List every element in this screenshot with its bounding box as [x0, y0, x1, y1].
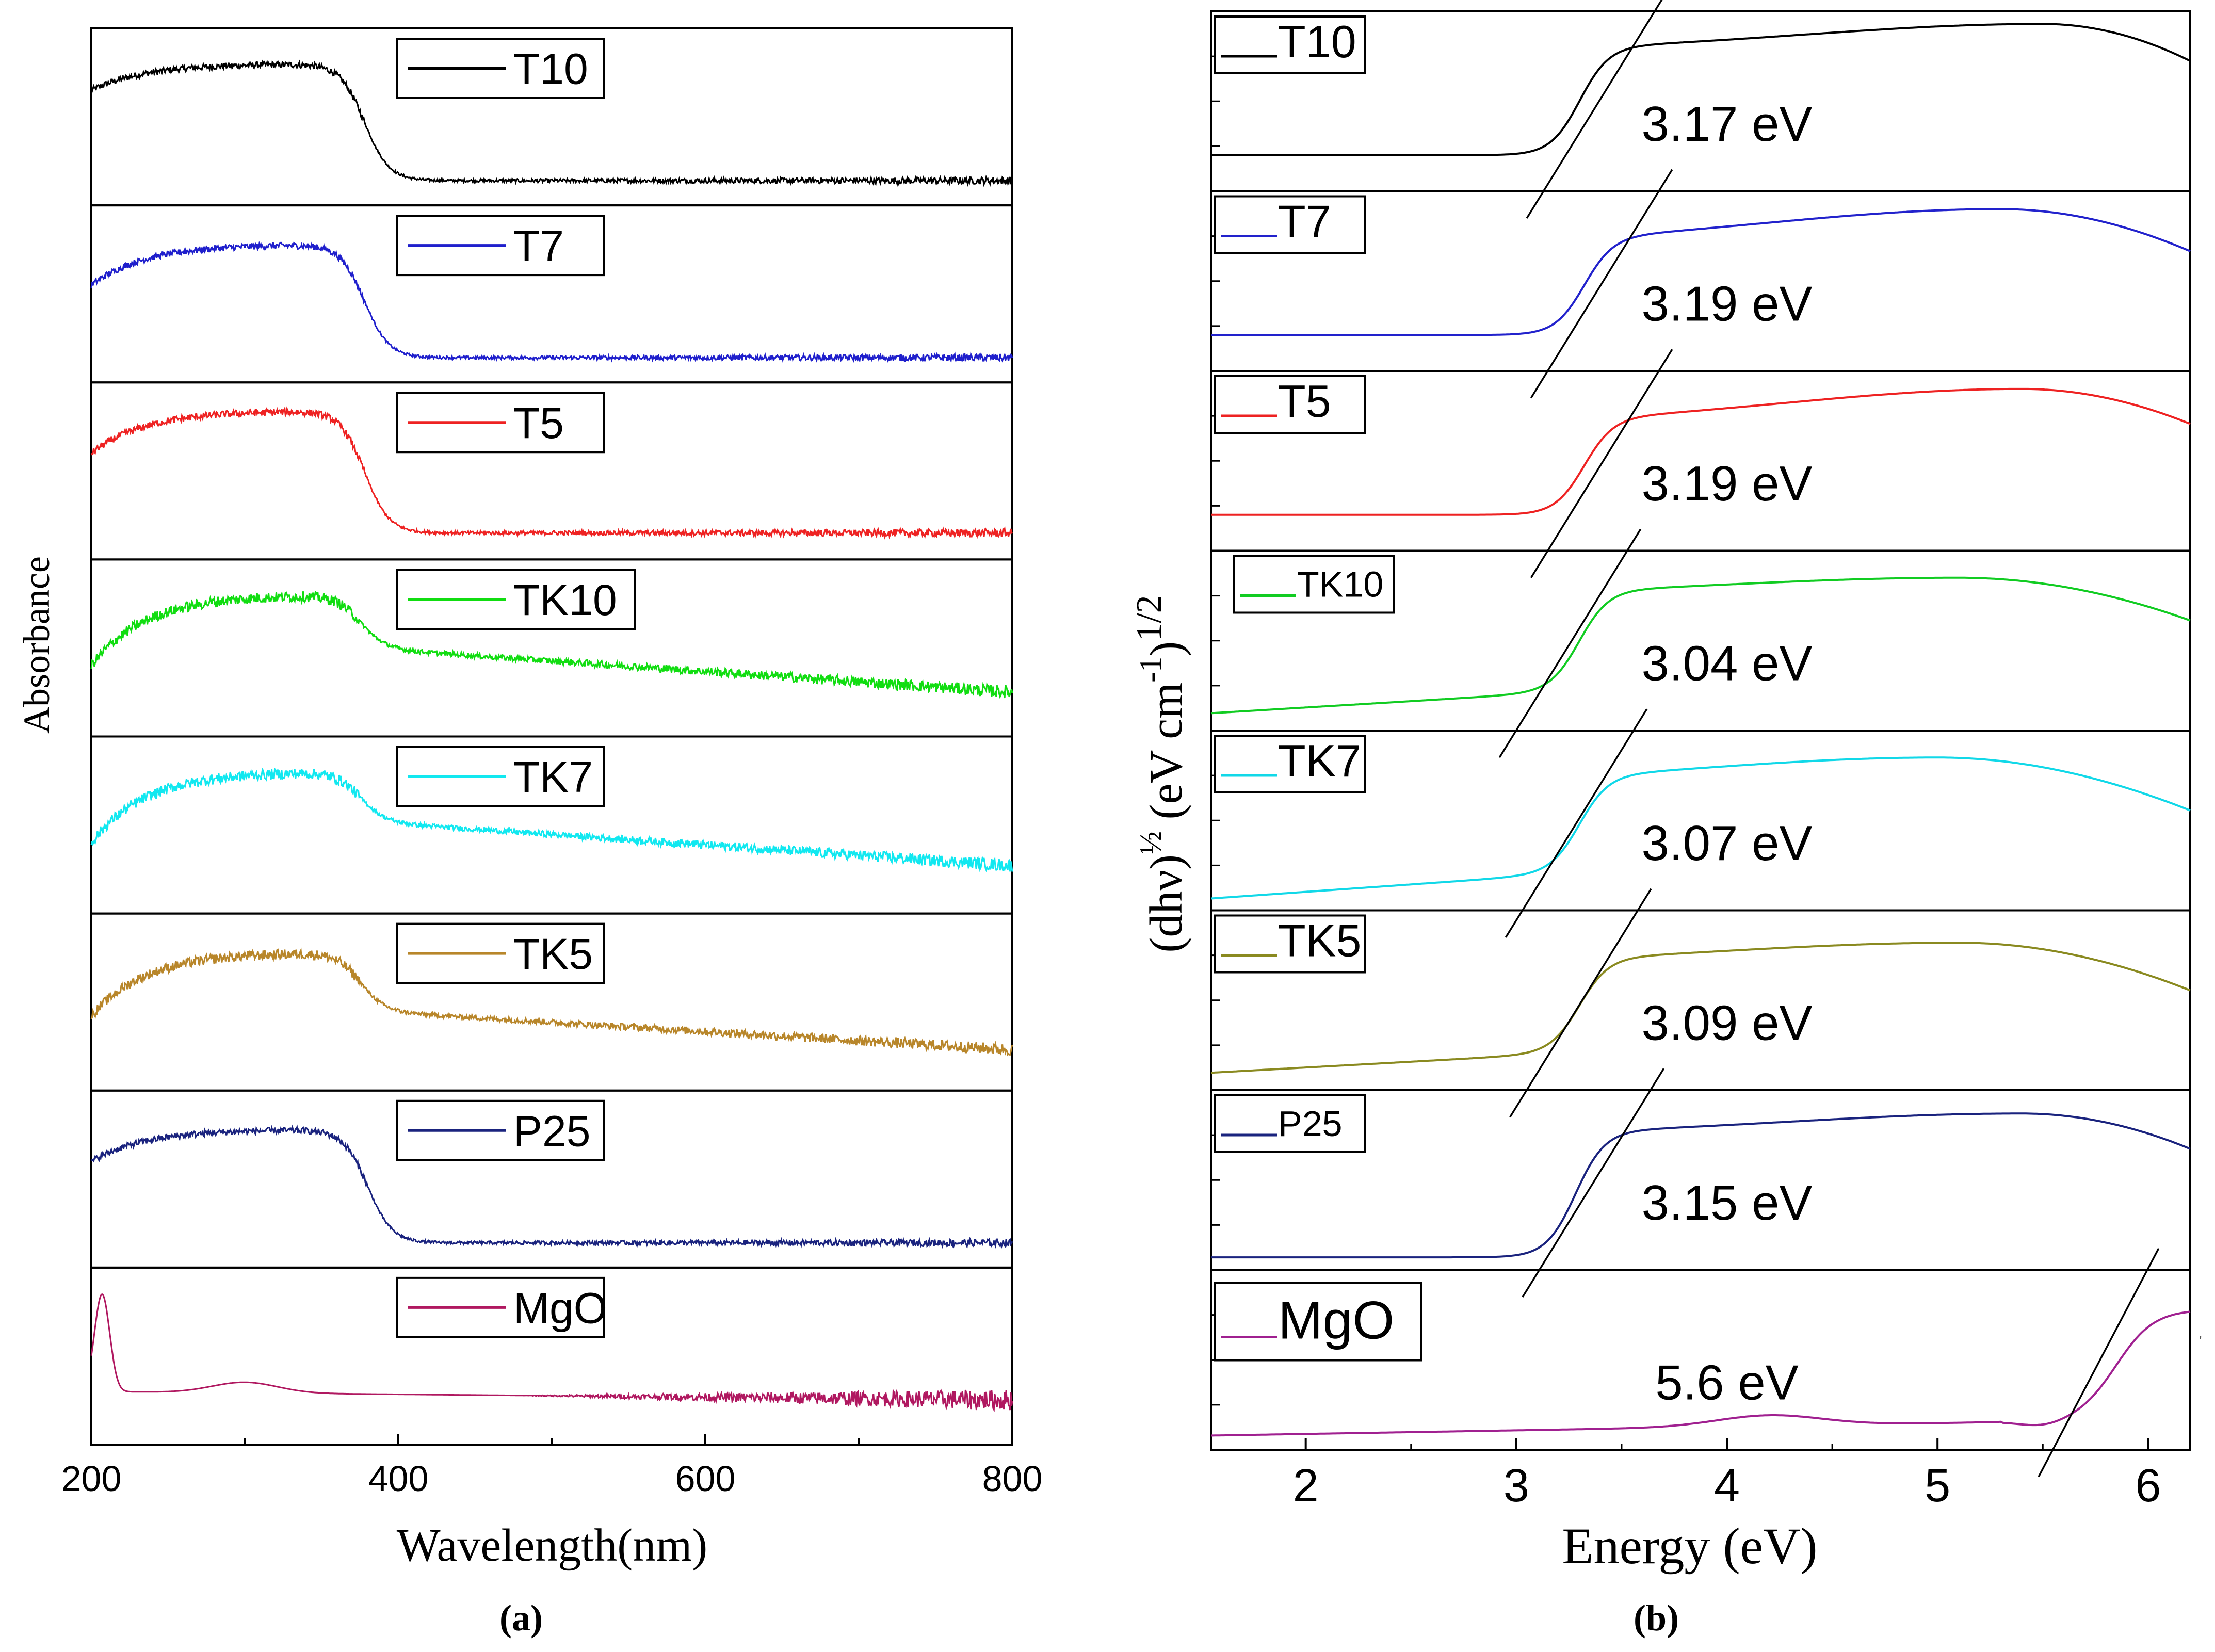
- panel-b-tangent-line: [1498, 528, 1642, 758]
- panel-b-band-gap-label: 3.07 eV: [1642, 816, 1813, 871]
- panel-b-band-gap-label: 3.19 eV: [1642, 276, 1813, 331]
- panel-a-x-axis-label: Wavelength(nm): [397, 1520, 708, 1571]
- panel-b-caption: (b): [1634, 1597, 1679, 1639]
- panel-b-tangent-line: [1530, 349, 1673, 578]
- panel-b-curve-p25: [1211, 1112, 2191, 1259]
- panel-a-legend-label: T10: [513, 45, 588, 93]
- panel-a-legend-label: P25: [513, 1107, 590, 1155]
- panel-b-tangent-line: [1509, 888, 1652, 1118]
- panel-b-x-tick-label: 5: [1925, 1460, 1950, 1512]
- panel-b-legend-label: T10: [1278, 16, 1356, 67]
- panel-a-curve-t10: [90, 59, 1013, 187]
- panel-b-legend-box: [1214, 195, 1366, 254]
- panel-b-tangent-line: [1505, 708, 1648, 938]
- panel-b-x-axis-label: Energy (eV): [1562, 1517, 1817, 1575]
- stray-mark: ': [2199, 1333, 2202, 1350]
- panel-a-curve-tk5: [90, 947, 1013, 1057]
- panel-b-legend-label: TK5: [1278, 915, 1361, 966]
- panel-a-x-tick-label: 600: [675, 1459, 736, 1499]
- panel-a-y-axis-label: Absorbance: [16, 556, 57, 734]
- panel-a-curve-t5: [90, 406, 1013, 540]
- panel-b-legend-box: [1214, 914, 1366, 974]
- panel-a-x-tick-label: 400: [368, 1459, 429, 1499]
- panel-a-curve-tk10: [90, 590, 1013, 699]
- panel-b-legend-label: T5: [1278, 376, 1331, 427]
- panel-a-curve-p25: [90, 1124, 1013, 1250]
- panel-b-curve-t5: [1211, 387, 2191, 516]
- panel-b-curve-t7: [1211, 208, 2191, 336]
- panel-b-ylabel-half: ½: [1134, 831, 1168, 854]
- panel-b-ylabel-exponent: 1/2: [1129, 595, 1169, 641]
- panel-b-legend-box: [1214, 375, 1366, 434]
- panel-b-x-tick-label: 2: [1293, 1460, 1319, 1512]
- panel-b-band-gap-label: 3.19 eV: [1642, 456, 1813, 511]
- panel-b-tangent-line: [2038, 1248, 2160, 1478]
- panel-a-legend-label: T7: [513, 222, 564, 270]
- panel-b-tangent-line: [1526, 0, 1663, 219]
- panel-b-tauc-plots: 3.17 eV T10 3.19 eV T7 3.19 eV T5 3.04 eV TK10 3…: [1210, 0, 2191, 1512]
- panel-b-curve-t10: [1211, 23, 2191, 156]
- panel-b-ylabel-mid: (eV cm: [1141, 683, 1192, 831]
- panel-b-ylabel-minus-one: -1: [1134, 657, 1168, 683]
- panel-b-band-gap-label: 5.6 eV: [1655, 1355, 1799, 1410]
- panel-a-caption: (a): [499, 1597, 543, 1639]
- panel-a-curve-mgo: [90, 1293, 1013, 1413]
- panel-a-curve-t7: [90, 241, 1013, 363]
- panel-b-x-tick-label: 3: [1503, 1460, 1529, 1512]
- panel-b-tangent-line: [1530, 169, 1673, 399]
- panel-a-legend-label: TK7: [513, 753, 593, 801]
- panel-b-legend-label: TK7: [1278, 735, 1361, 786]
- panel-a-curve-tk7: [90, 767, 1013, 872]
- panel-b-legend-label: P25: [1278, 1104, 1343, 1144]
- panel-b-curve-tk5: [1210, 942, 2191, 1074]
- panel-b-x-tick-label: 4: [1714, 1460, 1740, 1512]
- panel-a-legend-label: TK5: [513, 930, 593, 978]
- panel-b-legend-box: [1233, 555, 1395, 614]
- panel-b-legend-label: T7: [1278, 196, 1331, 247]
- panel-a-legend-label: T5: [513, 399, 564, 447]
- panel-b-y-axis-label: (dhν)½ (eV cm-1)1/2: [1129, 595, 1192, 952]
- panel-b-curve-tk10: [1210, 576, 2191, 715]
- panel-b-curve-mgo: [1210, 1310, 2191, 1437]
- panel-a-x-tick-label: 200: [61, 1459, 122, 1499]
- panel-b-legend-label: MgO: [1278, 1291, 1394, 1351]
- panel-b-legend-label: TK10: [1297, 564, 1383, 605]
- panel-b-ylabel-prefix: (dhν): [1141, 854, 1192, 953]
- panel-a-spectra: T10 T7 T5 TK10 TK7 TK5 P25 MgO 200 400 600 800: [61, 27, 1043, 1499]
- panel-b-band-gap-label: 3.15 eV: [1642, 1175, 1813, 1230]
- panel-b-legend-box: [1214, 15, 1366, 74]
- panel-b-legend-box: [1214, 1282, 1422, 1362]
- panel-a-legend-label: MgO: [513, 1284, 607, 1332]
- panel-b-x-tick-label: 6: [2135, 1460, 2161, 1512]
- panel-b-ylabel-close: ): [1141, 641, 1192, 657]
- panel-b-band-gap-label: 3.04 eV: [1642, 636, 1813, 691]
- panel-b-curve-tk7: [1210, 756, 2191, 900]
- panel-a-legend-label: TK10: [513, 576, 617, 624]
- panel-a-x-tick-label: 800: [982, 1459, 1043, 1499]
- panel-b-band-gap-label: 3.17 eV: [1642, 96, 1813, 152]
- panel-b-tangent-line: [1522, 1068, 1665, 1298]
- panel-b-legend-box: [1214, 735, 1366, 793]
- panel-b-band-gap-label: 3.09 eV: [1642, 995, 1813, 1050]
- panel-b-legend-box: [1214, 1094, 1366, 1153]
